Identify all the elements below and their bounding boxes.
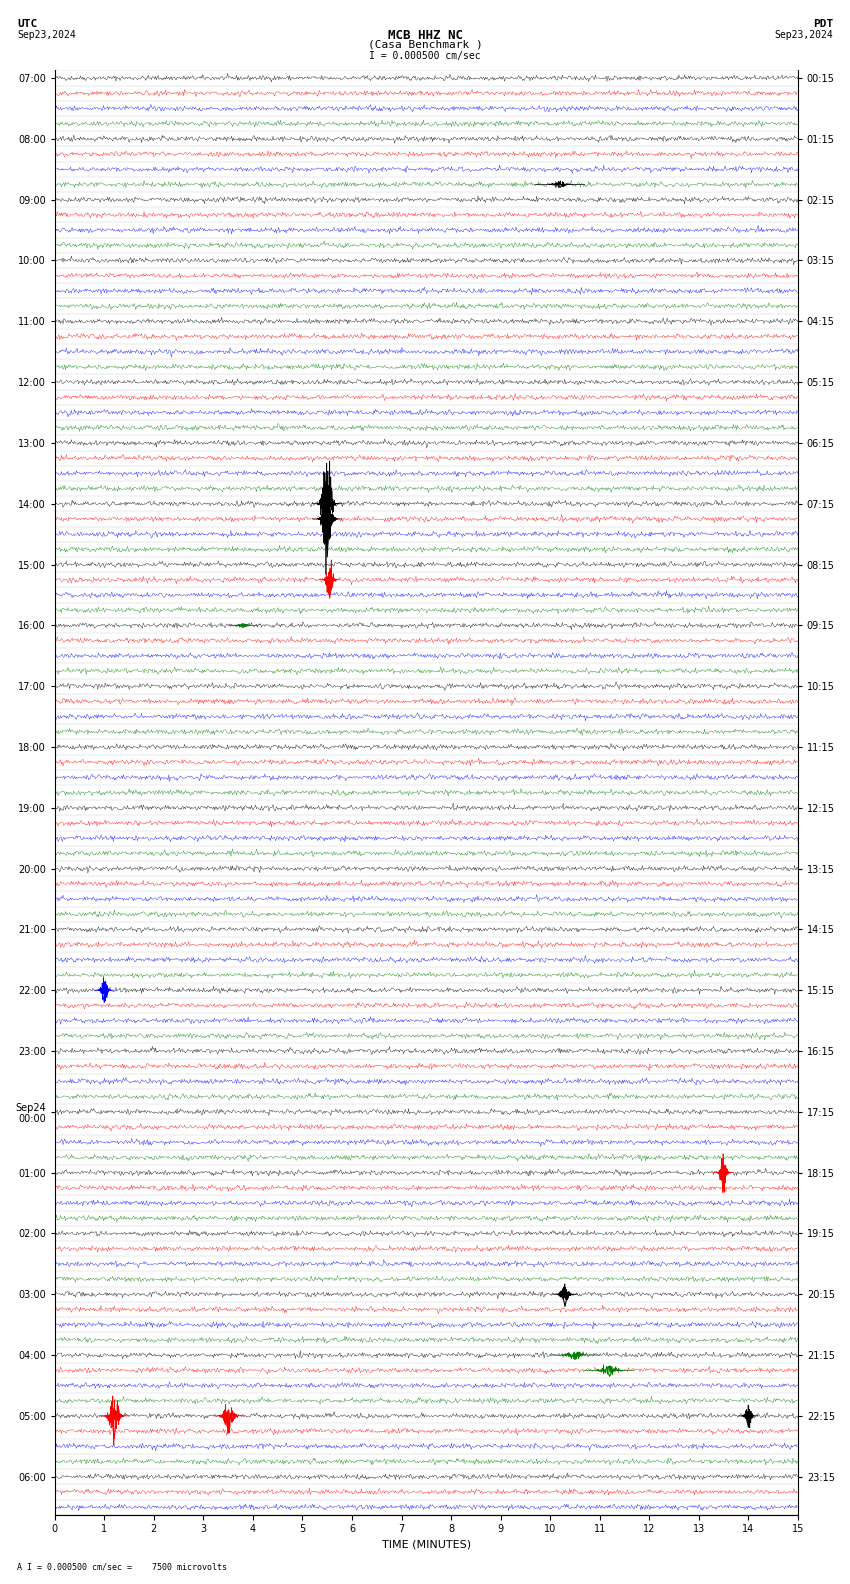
Text: I = 0.000500 cm/sec: I = 0.000500 cm/sec xyxy=(369,51,481,60)
Text: A I = 0.000500 cm/sec =    7500 microvolts: A I = 0.000500 cm/sec = 7500 microvolts xyxy=(17,1562,227,1571)
X-axis label: TIME (MINUTES): TIME (MINUTES) xyxy=(382,1540,471,1551)
Text: UTC: UTC xyxy=(17,19,37,29)
Text: PDT: PDT xyxy=(813,19,833,29)
Text: Sep23,2024: Sep23,2024 xyxy=(774,30,833,40)
Text: (Casa Benchmark ): (Casa Benchmark ) xyxy=(367,40,483,49)
Text: Sep23,2024: Sep23,2024 xyxy=(17,30,76,40)
Text: MCB HHZ NC: MCB HHZ NC xyxy=(388,29,462,41)
